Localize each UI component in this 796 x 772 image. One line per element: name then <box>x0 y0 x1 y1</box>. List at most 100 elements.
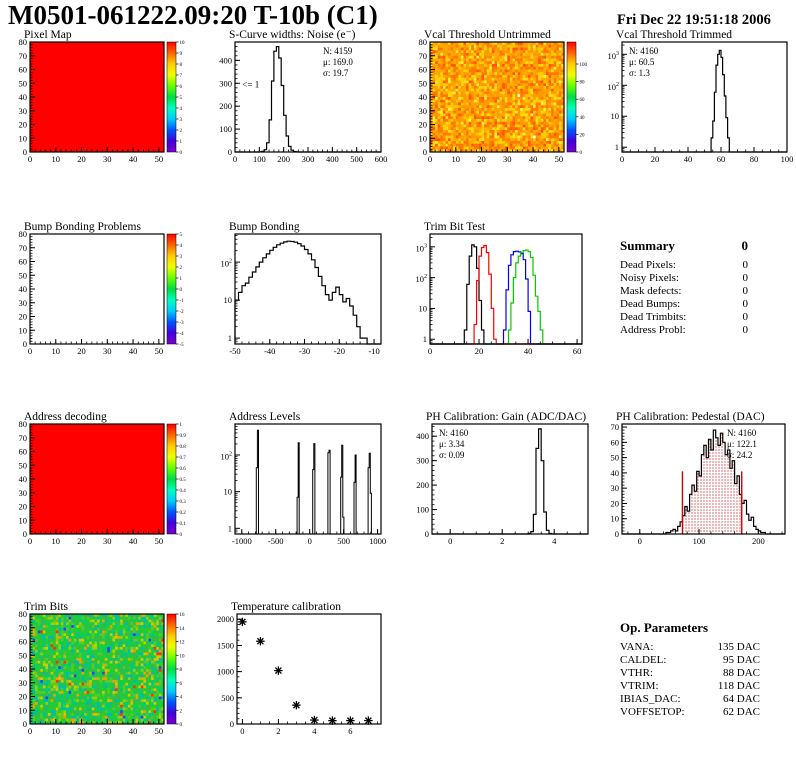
svg-text:20: 20 <box>580 133 586 138</box>
param-row: IBIAS_DAC: 64 DAC <box>620 693 760 706</box>
svg-text:0.1: 0.1 <box>180 522 187 527</box>
param-value: 62 DAC <box>723 706 760 718</box>
param-row: Dead Pixels: 0 <box>620 259 748 272</box>
svg-text:20: 20 <box>77 346 86 356</box>
svg-text:50: 50 <box>19 78 28 88</box>
svg-text:100: 100 <box>693 536 706 546</box>
param-row: CALDEL: 95 DAC <box>620 654 760 667</box>
scurve-svg: 0 100 200 300 400 500 600 0 100 200 300 400 S-Curve … <box>219 29 387 164</box>
svg-text:1: 1 <box>423 334 427 344</box>
summary-block: Summary 0 Dead Pixels: 0 Noisy Pixels: 0 Mas… <box>620 238 748 337</box>
svg-text:30: 30 <box>19 106 28 116</box>
svg-text:100: 100 <box>781 154 794 164</box>
svg-text:6: 6 <box>180 85 183 90</box>
svg-text:0.5: 0.5 <box>180 478 187 483</box>
svg-text:0.6: 0.6 <box>180 467 187 472</box>
param-value: 118 DAC <box>717 680 760 692</box>
svg-text:50: 50 <box>155 536 164 546</box>
summary-rows: Dead Pixels: 0 Noisy Pixels: 0 Mask defects:… <box>620 259 748 337</box>
param-value: 0 <box>742 311 749 323</box>
svg-text:-10: -10 <box>368 346 379 356</box>
svg-text:0: 0 <box>428 346 432 356</box>
svg-text:10: 10 <box>180 41 186 46</box>
svg-text:7: 7 <box>180 74 183 79</box>
svg-text:1: 1 <box>228 523 232 533</box>
summary-title: Summary <box>620 238 675 253</box>
svg-text:1: 1 <box>180 277 183 282</box>
param-row: VANA: 135 DAC <box>620 641 760 654</box>
svg-text:40: 40 <box>129 346 138 356</box>
svg-text:20: 20 <box>651 154 660 164</box>
svg-text:80: 80 <box>19 419 28 429</box>
bump-problems-title: Bump Bonding Problems <box>24 221 141 233</box>
page-title: M0501-061222.09:20 T-10b (C1) <box>8 0 378 30</box>
vcal-trimmed-title: Vcal Threshold Trimmed <box>616 29 732 41</box>
svg-text:20: 20 <box>611 498 620 508</box>
svg-text:60: 60 <box>19 257 28 267</box>
temperature-calibration-plot: 0 2 4 6 0 500 1000 1500 2000 Temperature calibrat… <box>205 600 405 745</box>
svg-text:40: 40 <box>529 154 538 164</box>
vcal-trimmed-stats-line: μ: 60.5 <box>629 57 655 67</box>
svg-text:70: 70 <box>19 433 28 443</box>
svg-text:4: 4 <box>180 244 183 249</box>
ph-pedestal-title: PH Calibration: Pedestal (DAC) <box>616 411 765 423</box>
param-label: VOFFSETOP: <box>620 706 685 718</box>
svg-text:102: 102 <box>221 451 233 461</box>
svg-text:0: 0 <box>428 154 432 164</box>
param-value: 64 DAC <box>723 693 760 705</box>
ph-pedestal-stats-line: σ: 24.2 <box>727 450 752 460</box>
vcal-untrimmed-svg: 0 10 20 30 40 50 0 10 20 30 40 50 60 70 80 0 20 40 60 80 100… <box>419 29 588 164</box>
svg-text:70: 70 <box>19 243 28 253</box>
svg-text:70: 70 <box>611 422 620 432</box>
svg-text:0: 0 <box>620 154 624 164</box>
svg-text:30: 30 <box>503 154 512 164</box>
svg-text:10: 10 <box>19 133 28 143</box>
svg-text:-30: -30 <box>299 346 310 356</box>
svg-text:10: 10 <box>452 154 461 164</box>
svg-text:80: 80 <box>19 37 28 47</box>
svg-text:20: 20 <box>77 154 86 164</box>
svg-text:-3: -3 <box>180 321 185 326</box>
svg-text:100: 100 <box>416 505 429 515</box>
svg-text:60: 60 <box>573 346 582 356</box>
svg-text:50: 50 <box>155 346 164 356</box>
param-label: Noisy Pixels: <box>620 272 679 284</box>
svg-text:0: 0 <box>233 154 237 164</box>
address-decoding-title: Address decoding <box>24 411 107 423</box>
svg-text:0.8: 0.8 <box>180 445 187 450</box>
param-label: Address Probl: <box>620 324 686 336</box>
trim-bit-test-svg: 0 20 40 60 1 10 102 103 Trim Bit Test <box>416 221 583 356</box>
scurve-title: S-Curve widths: Noise (e⁻) <box>229 29 356 41</box>
svg-text:20: 20 <box>19 502 28 512</box>
svg-text:0: 0 <box>580 151 583 156</box>
ph-calibration-gain-plot: 0 2 4 0 100 200 300 400 PH Calibration: Gain (AD… <box>400 410 600 555</box>
svg-text:100: 100 <box>219 124 232 134</box>
svg-text:10: 10 <box>224 295 233 305</box>
param-value: 0 <box>742 298 749 310</box>
svg-text:500: 500 <box>350 154 363 164</box>
svg-text:10: 10 <box>224 487 233 497</box>
svg-text:60: 60 <box>580 98 586 103</box>
op-parameters-block: Op. Parameters VANA: 135 DAC CALDEL: 95 DAC… <box>620 620 760 719</box>
svg-text:0: 0 <box>28 536 32 546</box>
svg-text:50: 50 <box>611 453 620 463</box>
svg-text:0: 0 <box>28 346 32 356</box>
svg-text:5: 5 <box>180 233 183 238</box>
pixel-map-svg: 0 10 20 30 40 50 0 10 20 30 40 50 60 70 80 0 1 2 3 4 5 6 7 8 9 10… <box>19 29 186 164</box>
svg-text:30: 30 <box>19 298 28 308</box>
vcal-trimmed-stats-line: σ: 1.3 <box>629 68 650 78</box>
svg-text:30: 30 <box>611 483 620 493</box>
svg-text:10: 10 <box>611 514 620 524</box>
ph-gain-svg: 0 2 4 0 100 200 300 400 PH Calibration: Gain (AD… <box>416 411 589 546</box>
svg-text:40: 40 <box>419 92 428 102</box>
address-decoding-svg: 0 10 20 30 40 50 0 10 20 30 40 50 60 70 80 0 0.1 0.2 0.3 0.… <box>19 411 187 546</box>
address-levels-plot: -1000 -500 0 500 1000 1 10 102 Address Levels <box>205 410 405 555</box>
svg-text:1000: 1000 <box>369 536 386 546</box>
vcal-threshold-trimmed-plot: 0 20 40 60 80 100 1 10 102 103 Vcal Threshold Trim… <box>595 28 795 173</box>
vcal-threshold-untrimmed-plot: 0 10 20 30 40 50 0 10 20 30 40 50 60 70 80 0 20 40 60 80 100… <box>400 28 600 173</box>
svg-text:0: 0 <box>23 339 27 349</box>
scurve-stats-line: N: 4159 <box>323 46 353 56</box>
svg-text:0: 0 <box>308 536 312 546</box>
